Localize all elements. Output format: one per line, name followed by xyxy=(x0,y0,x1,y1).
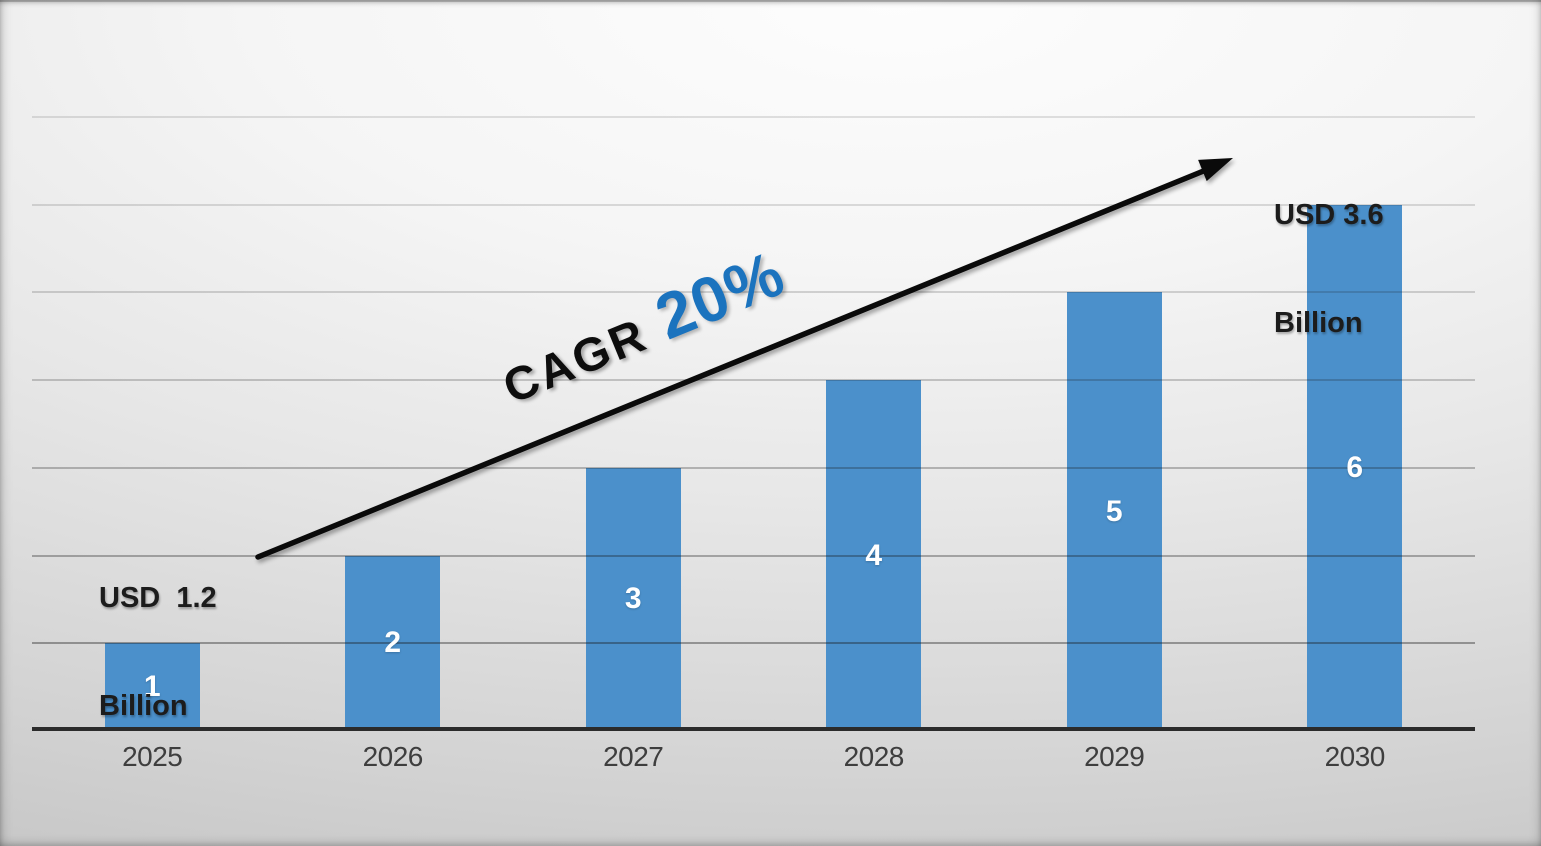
gridline-4 xyxy=(32,379,1475,382)
bar-value-label-2025: 1 xyxy=(143,670,161,704)
end-value-annotation: USD 3.6 Billion xyxy=(1274,126,1384,414)
bar-value-label-2029: 5 xyxy=(1105,494,1123,528)
gridline-6 xyxy=(32,203,1475,206)
gridline-5 xyxy=(32,291,1475,294)
bar-value-label-2030: 6 xyxy=(1346,450,1364,484)
bar-value-label-2026: 2 xyxy=(384,626,402,660)
end-value-line1: USD 3.6 xyxy=(1274,198,1384,231)
bar-value-label-2028: 4 xyxy=(865,538,883,572)
x-axis-line xyxy=(32,727,1475,731)
trend-arrow-line xyxy=(255,167,1209,560)
start-value-line2: Billion xyxy=(99,689,188,722)
x-axis-label-2025: 2025 xyxy=(122,741,183,772)
end-value-line2: Billion xyxy=(1274,306,1363,339)
bar-2030 xyxy=(1307,204,1403,731)
x-axis-label-2030: 2030 xyxy=(1324,741,1386,772)
gridline-2 xyxy=(32,554,1475,557)
bar-2025 xyxy=(104,643,200,731)
x-axis-label-2028: 2028 xyxy=(843,741,905,772)
bar-2029 xyxy=(1066,292,1162,731)
x-axis-label-2029: 2029 xyxy=(1084,741,1145,772)
bar-value-label-2027: 3 xyxy=(624,582,642,616)
gridline-3 xyxy=(32,466,1475,469)
x-axis-label-2027: 2027 xyxy=(603,741,664,772)
x-axis-label-2026: 2026 xyxy=(362,741,424,772)
bar-2026 xyxy=(345,555,441,731)
trend-arrow-head xyxy=(1198,158,1233,182)
start-value-line1: USD 1.2 xyxy=(99,581,217,614)
chart-plot-area: 1 2025 2 2026 3 2027 4 2028 5 2029 6 2030 xyxy=(32,0,1475,846)
gridline-1 xyxy=(32,642,1475,645)
gridline-7 xyxy=(32,116,1475,118)
bar-2027 xyxy=(585,467,681,731)
start-value-annotation: USD 1.2 Billion xyxy=(99,509,217,797)
bar-2028 xyxy=(826,380,922,731)
